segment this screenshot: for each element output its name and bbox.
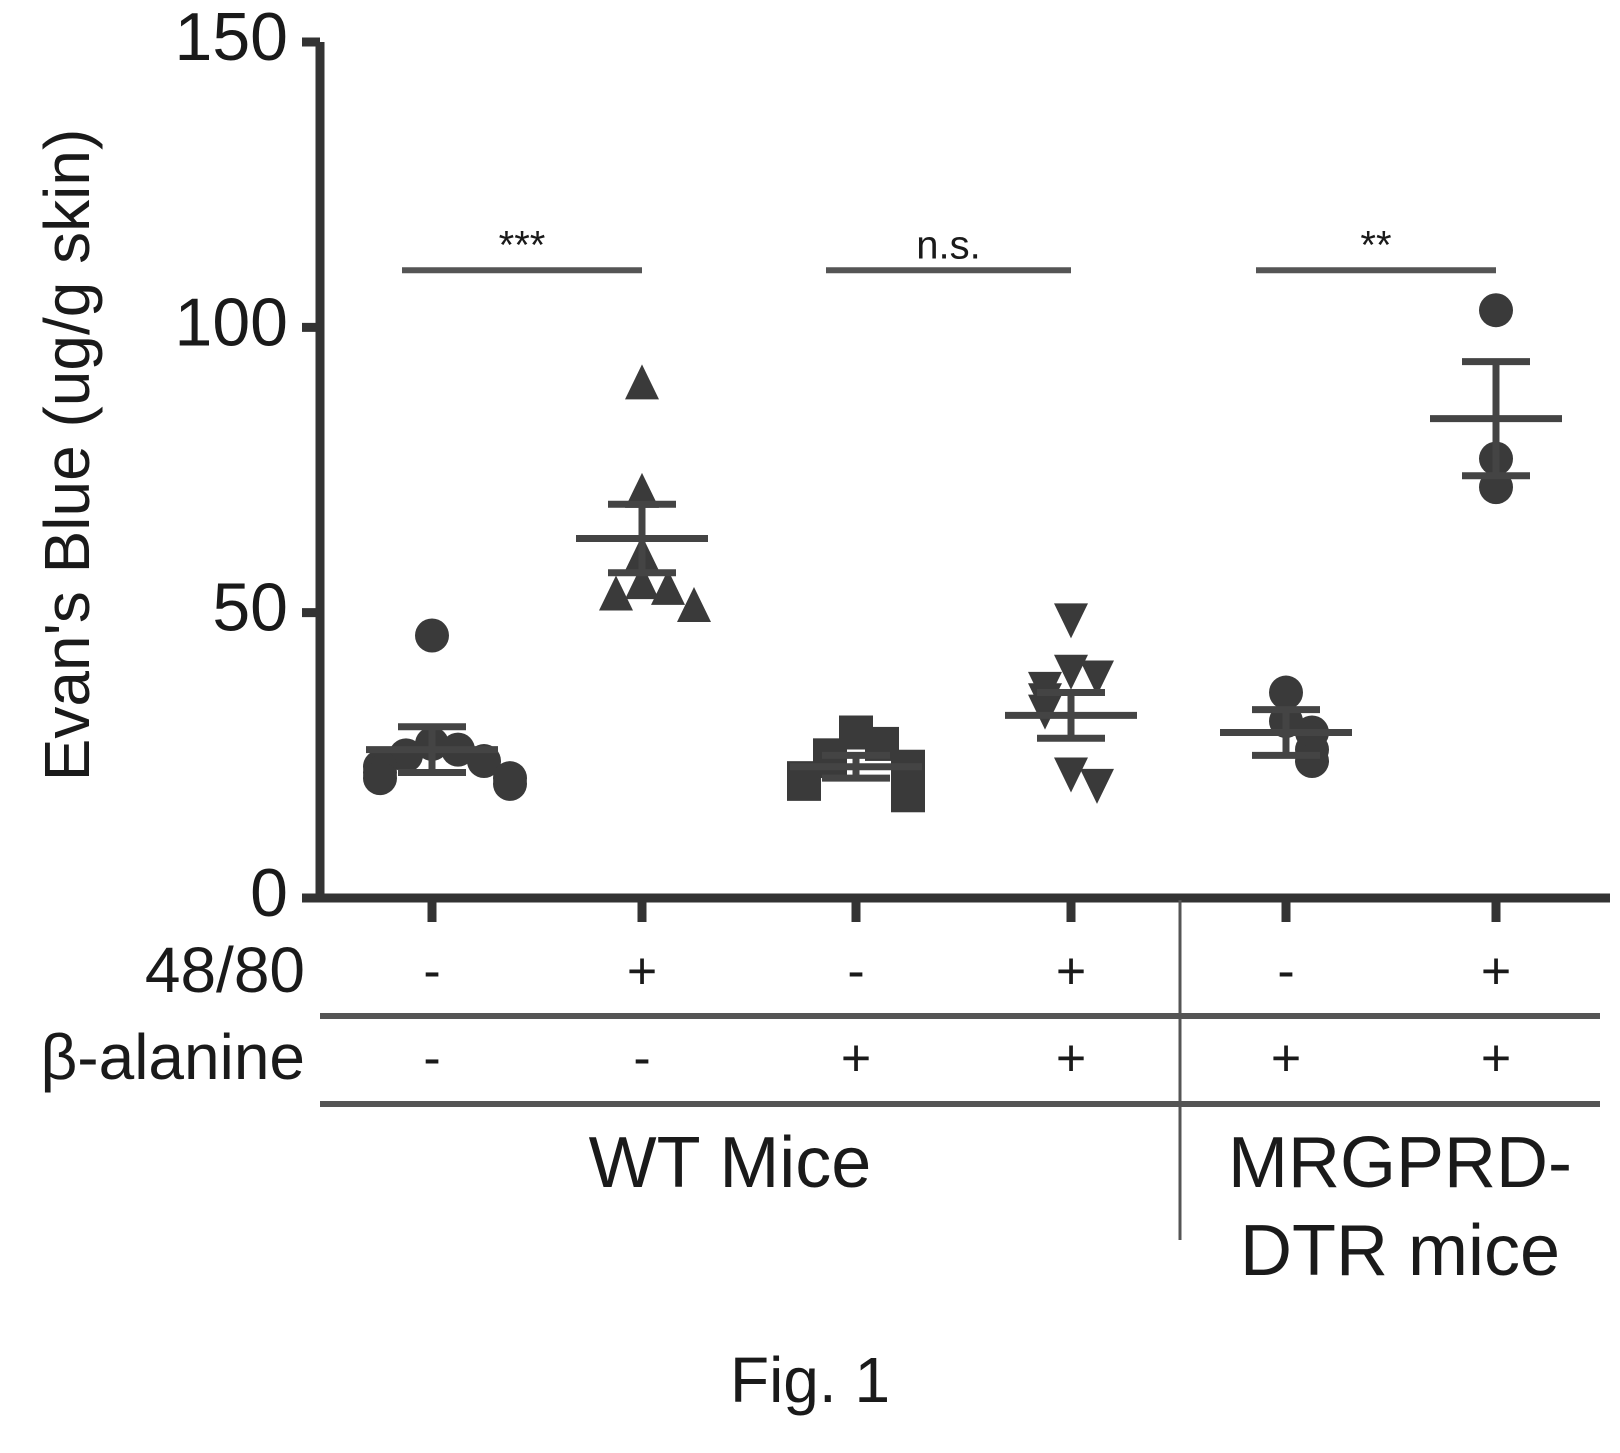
treatment-sign: + (1481, 943, 1511, 1001)
y-tick-label: 50 (212, 570, 288, 646)
treatment-sign: + (1056, 943, 1086, 1001)
data-points (363, 293, 1513, 813)
row-label: 48/80 (145, 934, 305, 1006)
group-label-wt: WT Mice (589, 1123, 872, 1203)
data-point (1054, 654, 1088, 690)
data-point (415, 618, 449, 653)
data-point (625, 472, 659, 508)
mean-sem-bars (366, 358, 1562, 782)
treatment-sign: - (633, 1030, 650, 1088)
data-point (625, 364, 659, 400)
data-point (1054, 757, 1088, 793)
y-tick-label: 100 (175, 284, 288, 360)
significance-label: ** (1360, 223, 1391, 267)
group-label-mrgprd: DTR mice (1240, 1211, 1560, 1291)
data-point (493, 766, 527, 801)
significance-label: *** (499, 223, 546, 267)
data-point (787, 766, 821, 801)
data-point (363, 761, 397, 796)
data-point (1269, 675, 1303, 710)
data-point (1295, 744, 1329, 779)
data-point (677, 586, 711, 622)
y-tick-label: 150 (175, 0, 288, 75)
treatment-sign: - (847, 943, 864, 1001)
treatment-sign: - (423, 943, 440, 1001)
y-tick-label: 0 (250, 855, 288, 931)
data-point (1080, 768, 1114, 804)
data-point (1080, 660, 1114, 696)
data-point (599, 575, 633, 611)
treatment-sign: + (627, 943, 657, 1001)
treatment-sign: + (1481, 1030, 1511, 1088)
treatment-sign: - (1277, 943, 1294, 1001)
treatment-sign: + (841, 1030, 871, 1088)
treatment-table: 48/80 β-alanine - - + - - + + + - + + + WT Mice MRGPRD-… (40, 900, 1600, 1291)
data-point (1054, 603, 1088, 639)
data-point (1479, 293, 1513, 328)
y-axis-label: Evan's Blue (ug/g skin) (31, 129, 103, 782)
data-point (891, 778, 925, 813)
row-label: β-alanine (40, 1021, 305, 1093)
treatment-sign: + (1056, 1030, 1086, 1088)
figure-caption: Fig. 1 (730, 1344, 890, 1416)
significance-label: n.s. (916, 223, 980, 267)
axes: 0 50 100 150 (175, 0, 1610, 931)
data-point (625, 564, 659, 600)
significance-brackets: *** n.s. ** (402, 223, 1496, 274)
treatment-sign: + (1271, 1030, 1301, 1088)
treatment-sign: - (423, 1030, 440, 1088)
data-point (651, 569, 685, 605)
group-label-mrgprd: MRGPRD- (1228, 1123, 1572, 1203)
